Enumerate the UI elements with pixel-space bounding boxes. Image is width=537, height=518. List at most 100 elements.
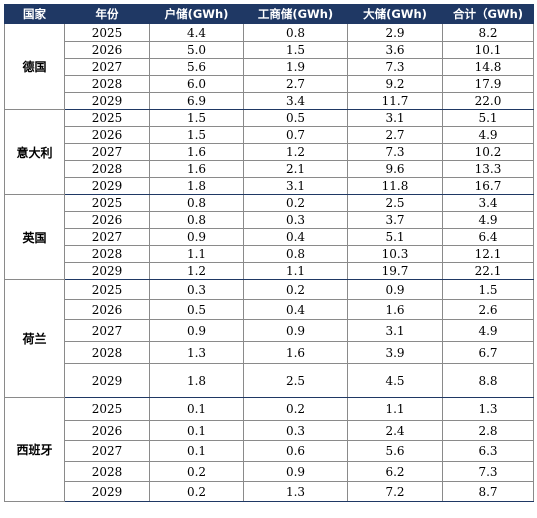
year-cell: 2025 bbox=[64, 23, 150, 42]
year-cell: 2029 bbox=[64, 262, 150, 280]
total-cell: 4.9 bbox=[442, 126, 534, 144]
utility-cell: 6.2 bbox=[347, 461, 443, 482]
data-table-container: 国家 年份 户储(GWh) 工商储(GWh) 大储(GWh) 合计（GWh) 德… bbox=[4, 4, 534, 514]
table-row: 2027 1.6 1.2 7.3 10.2 bbox=[5, 143, 534, 161]
commercial-cell: 0.7 bbox=[243, 126, 348, 144]
commercial-cell: 2.7 bbox=[243, 75, 348, 93]
residential-cell: 6.0 bbox=[149, 75, 244, 93]
residential-cell: 0.9 bbox=[149, 228, 244, 246]
total-cell: 13.3 bbox=[442, 160, 534, 178]
utility-cell: 5.6 bbox=[347, 440, 443, 462]
utility-cell: 3.9 bbox=[347, 341, 443, 364]
commercial-cell: 0.6 bbox=[243, 440, 348, 462]
header-total: 合计（GWh) bbox=[442, 4, 534, 24]
utility-cell: 5.1 bbox=[347, 228, 443, 246]
utility-cell: 7.2 bbox=[347, 481, 443, 502]
residential-cell: 1.1 bbox=[149, 245, 244, 263]
table-row: 英国 2025 0.8 0.2 2.5 3.4 bbox=[4, 194, 534, 280]
table-row: 西班牙 2025 0.1 0.2 1.1 1.3 bbox=[4, 397, 534, 502]
year-cell: 2028 bbox=[64, 461, 150, 482]
total-cell: 8.7 bbox=[442, 481, 534, 502]
table-row: 2029 1.8 3.1 11.8 16.7 bbox=[5, 177, 534, 195]
residential-cell: 1.8 bbox=[149, 177, 244, 195]
commercial-cell: 0.8 bbox=[243, 23, 348, 42]
residential-cell: 0.2 bbox=[149, 481, 244, 502]
table-row: 荷兰 2025 0.3 0.2 0.9 1.5 bbox=[4, 279, 534, 398]
table-row: 2027 0.9 0.9 3.1 4.9 bbox=[5, 319, 534, 342]
table-row: 2028 6.0 2.7 9.2 17.9 bbox=[5, 75, 534, 93]
total-cell: 8.8 bbox=[442, 363, 534, 398]
total-cell: 4.9 bbox=[442, 211, 534, 229]
table-row: 2026 5.0 1.5 3.6 10.1 bbox=[5, 41, 534, 59]
residential-cell: 1.2 bbox=[149, 262, 244, 280]
residential-cell: 1.8 bbox=[149, 363, 244, 398]
table-row: 2026 0.1 0.3 2.4 2.8 bbox=[5, 420, 534, 441]
year-cell: 2025 bbox=[64, 397, 150, 421]
utility-cell: 3.1 bbox=[347, 109, 443, 127]
utility-cell: 0.9 bbox=[347, 279, 443, 300]
residential-cell: 0.3 bbox=[149, 279, 244, 300]
table-row: 2027 5.6 1.9 7.3 14.8 bbox=[5, 58, 534, 76]
total-cell: 22.0 bbox=[442, 92, 534, 110]
total-cell: 8.2 bbox=[442, 23, 534, 42]
commercial-cell: 0.2 bbox=[243, 397, 348, 421]
total-cell: 3.4 bbox=[442, 194, 534, 212]
residential-cell: 0.9 bbox=[149, 319, 244, 342]
country-cell: 西班牙 bbox=[4, 397, 65, 502]
table-row: 2029 1.2 1.1 19.7 22.1 bbox=[5, 262, 534, 280]
year-cell: 2028 bbox=[64, 245, 150, 263]
year-cell: 2029 bbox=[64, 177, 150, 195]
commercial-cell: 1.6 bbox=[243, 341, 348, 364]
residential-cell: 0.2 bbox=[149, 461, 244, 482]
table-row: 2026 0.5 0.4 1.6 2.6 bbox=[5, 299, 534, 320]
header-country: 国家 bbox=[4, 4, 65, 24]
year-cell: 2028 bbox=[64, 160, 150, 178]
total-cell: 16.7 bbox=[442, 177, 534, 195]
residential-cell: 6.9 bbox=[149, 92, 244, 110]
residential-cell: 0.8 bbox=[149, 211, 244, 229]
table-row: 意大利 2025 1.5 0.5 3.1 5.1 bbox=[4, 109, 534, 195]
residential-cell: 1.5 bbox=[149, 109, 244, 127]
commercial-cell: 0.4 bbox=[243, 228, 348, 246]
header-year: 年份 bbox=[64, 4, 150, 24]
table-row: 2028 0.2 0.9 6.2 7.3 bbox=[5, 461, 534, 482]
year-cell: 2027 bbox=[64, 440, 150, 462]
utility-cell: 3.6 bbox=[347, 41, 443, 59]
year-cell: 2027 bbox=[64, 143, 150, 161]
total-cell: 10.1 bbox=[442, 41, 534, 59]
commercial-cell: 0.3 bbox=[243, 211, 348, 229]
utility-cell: 3.1 bbox=[347, 319, 443, 342]
country-cell: 意大利 bbox=[4, 109, 65, 195]
country-cell: 英国 bbox=[4, 194, 65, 280]
utility-cell: 11.7 bbox=[347, 92, 443, 110]
commercial-cell: 3.1 bbox=[243, 177, 348, 195]
residential-cell: 1.3 bbox=[149, 341, 244, 364]
commercial-cell: 1.9 bbox=[243, 58, 348, 76]
table-row: 德国 2025 4.4 0.8 2.9 8.2 bbox=[4, 23, 534, 110]
year-cell: 2028 bbox=[64, 75, 150, 93]
year-cell: 2027 bbox=[64, 58, 150, 76]
total-cell: 10.2 bbox=[442, 143, 534, 161]
country-cell: 德国 bbox=[4, 23, 65, 110]
table-row: 2029 0.2 1.3 7.2 8.7 bbox=[5, 481, 534, 502]
utility-cell: 1.1 bbox=[347, 397, 443, 421]
table-row: 2029 1.8 2.5 4.5 8.8 bbox=[5, 363, 534, 398]
residential-cell: 0.1 bbox=[149, 420, 244, 441]
header-commercial: 工商储(GWh) bbox=[243, 4, 348, 24]
header-row: 国家 年份 户储(GWh) 工商储(GWh) 大储(GWh) 合计（GWh) bbox=[4, 4, 534, 24]
utility-cell: 2.7 bbox=[347, 126, 443, 144]
commercial-cell: 0.2 bbox=[243, 279, 348, 300]
year-cell: 2026 bbox=[64, 299, 150, 320]
table-body: 德国 2025 4.4 0.8 2.9 8.2 2026 5.0 1.5 3.6 10.1 2027 5… bbox=[4, 23, 534, 502]
header-residential: 户储(GWh) bbox=[149, 4, 244, 24]
year-cell: 2029 bbox=[64, 481, 150, 502]
commercial-cell: 1.1 bbox=[243, 262, 348, 280]
utility-cell: 1.6 bbox=[347, 299, 443, 320]
table-row: 2028 1.6 2.1 9.6 13.3 bbox=[5, 160, 534, 178]
total-cell: 1.5 bbox=[442, 279, 534, 300]
total-cell: 17.9 bbox=[442, 75, 534, 93]
total-cell: 22.1 bbox=[442, 262, 534, 280]
year-cell: 2026 bbox=[64, 126, 150, 144]
residential-cell: 5.6 bbox=[149, 58, 244, 76]
total-cell: 2.6 bbox=[442, 299, 534, 320]
